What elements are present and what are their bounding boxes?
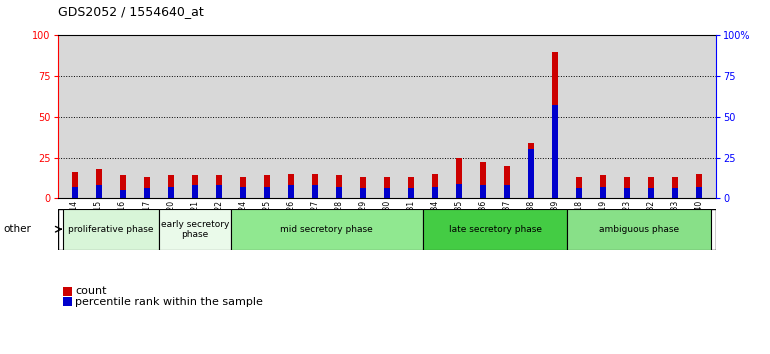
Bar [360, 188, 366, 198]
Bar [336, 187, 342, 198]
Text: percentile rank within the sample: percentile rank within the sample [75, 297, 263, 307]
Bar [216, 176, 222, 198]
Bar [432, 187, 438, 198]
Bar [624, 188, 630, 198]
Bar [600, 187, 606, 198]
Bar [144, 188, 149, 198]
Bar [119, 176, 126, 198]
Text: count: count [75, 286, 107, 296]
Bar [288, 185, 294, 198]
Bar [312, 185, 318, 198]
Bar [159, 209, 231, 250]
Text: other: other [4, 224, 32, 234]
Bar [528, 143, 534, 198]
Bar [600, 176, 606, 198]
Bar [119, 190, 126, 198]
Bar [144, 177, 149, 198]
Text: mid secretory phase: mid secretory phase [280, 225, 373, 234]
Bar [95, 185, 102, 198]
Text: ambiguous phase: ambiguous phase [599, 225, 679, 234]
Bar [456, 158, 462, 198]
Bar [504, 166, 510, 198]
Bar [480, 185, 486, 198]
Bar [552, 52, 558, 198]
Bar [672, 188, 678, 198]
Bar [231, 209, 423, 250]
Bar [239, 177, 246, 198]
Bar [312, 174, 318, 198]
Bar [480, 162, 486, 198]
Bar [576, 177, 582, 198]
Bar [408, 188, 414, 198]
Bar [408, 177, 414, 198]
Bar [456, 184, 462, 198]
Bar [62, 209, 159, 250]
Bar [288, 174, 294, 198]
Bar [168, 187, 174, 198]
Bar [264, 187, 270, 198]
Bar [423, 209, 567, 250]
Bar [95, 169, 102, 198]
Text: late secretory phase: late secretory phase [449, 225, 541, 234]
Bar [384, 188, 390, 198]
Bar [528, 149, 534, 198]
Bar [696, 187, 702, 198]
Bar [576, 188, 582, 198]
Bar [648, 177, 654, 198]
Bar [72, 172, 78, 198]
Bar [192, 185, 198, 198]
Bar [336, 176, 342, 198]
Bar [264, 176, 270, 198]
Bar [239, 187, 246, 198]
Bar [672, 177, 678, 198]
Bar [696, 174, 702, 198]
Bar [504, 185, 510, 198]
Bar [624, 177, 630, 198]
Bar [72, 187, 78, 198]
Bar [384, 177, 390, 198]
Bar [648, 188, 654, 198]
Bar [216, 185, 222, 198]
Bar [360, 177, 366, 198]
Text: proliferative phase: proliferative phase [68, 225, 153, 234]
Bar [567, 209, 711, 250]
Bar [552, 105, 558, 198]
Bar [168, 176, 174, 198]
Text: GDS2052 / 1554640_at: GDS2052 / 1554640_at [58, 5, 203, 18]
Bar [432, 174, 438, 198]
Text: early secretory
phase: early secretory phase [160, 219, 229, 239]
Bar [192, 176, 198, 198]
